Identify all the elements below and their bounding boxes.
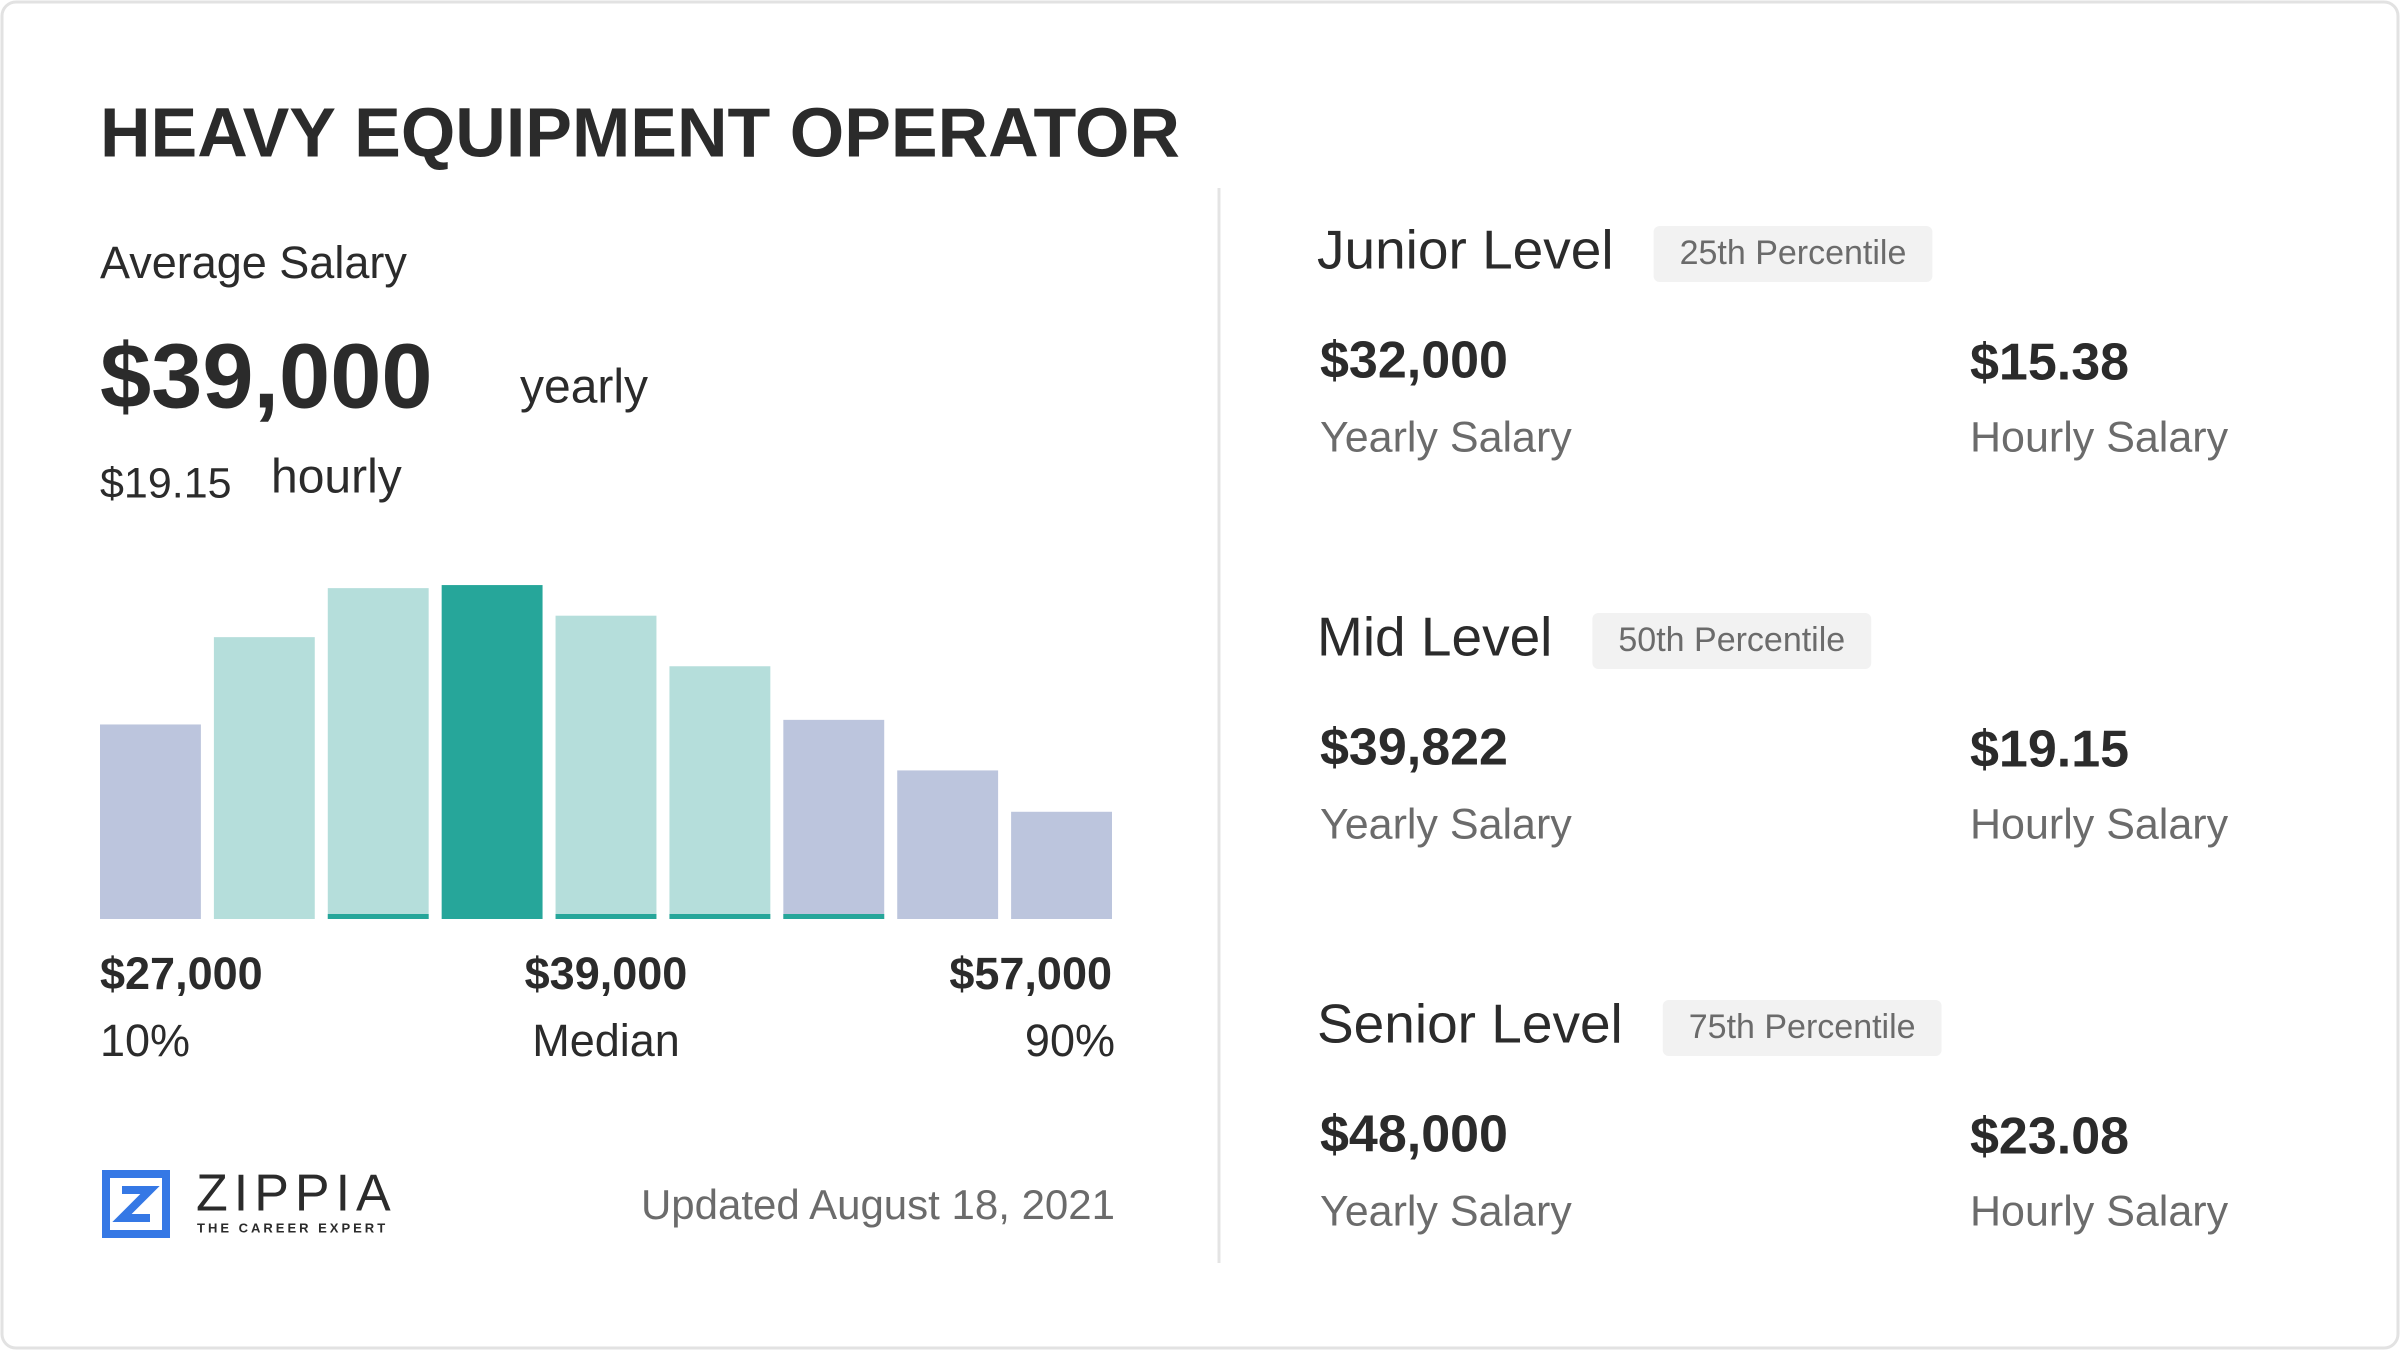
yearly-label: Yearly Salary [1320,800,1572,848]
logo-icon [102,1170,170,1238]
range-value: $39,000 [525,948,688,999]
range-value: $27,000 [100,948,263,999]
percentile-badge [1653,226,1933,282]
average-label: Average Salary [100,237,407,288]
bar-accent [669,914,771,919]
hourly-salary: $19.15 [1970,721,2129,779]
bar [669,666,771,919]
level-name: Junior Level [1317,219,1614,281]
yearly-unit: yearly [520,361,648,414]
levels: Junior Level 25th Percentile $32,000 Yearly… [1317,219,2229,1236]
hourly-salary: $23.08 [1970,1108,2129,1166]
tagline: THE CAREER EXPERT [197,1220,388,1235]
bar-accent [327,914,429,919]
level-name: Senior Level [1317,993,1623,1055]
range-label: Median [532,1015,680,1066]
yearly-label: Yearly Salary [1320,413,1572,461]
hourly-label: Hourly Salary [1970,1187,2229,1235]
hourly-salary: $15.38 [1970,334,2129,392]
hourly-label: Hourly Salary [1970,800,2229,848]
bar [441,585,543,919]
updated: Updated August 18, 2021 [641,1181,1115,1228]
yearly-label: Yearly Salary [1320,1187,1572,1235]
bar [100,724,201,919]
percentile-badge [1662,1000,1942,1056]
bar [783,719,885,919]
brand: ZIPPIA [196,1165,397,1223]
range-label: 90% [1025,1015,1115,1066]
hourly-label: Hourly Salary [1970,413,2229,461]
histogram [100,585,1112,919]
percentile: 50th Percentile [1618,621,1845,659]
title: HEAVY EQUIPMENT OPERATOR [100,93,1180,171]
range-label: 10% [100,1015,190,1066]
bar [327,588,429,919]
percentile-badge [1592,613,1872,669]
hourly-unit: hourly [271,451,402,504]
percentile: 75th Percentile [1689,1008,1916,1046]
bar [1011,811,1112,919]
percentile: 25th Percentile [1680,234,1907,272]
bar-accent [555,914,657,919]
yearly-salary: $32,000 [1320,332,1508,390]
average-yearly: $39,000 [100,325,433,427]
bar [213,637,315,919]
level-name: Mid Level [1317,606,1552,668]
bar [555,615,657,919]
range-value: $57,000 [949,948,1112,999]
bar [897,770,999,919]
average-hourly: $19.15 [100,459,232,507]
yearly-salary: $39,822 [1320,719,1508,777]
bar-accent [783,914,885,919]
yearly-salary: $48,000 [1320,1106,1508,1164]
